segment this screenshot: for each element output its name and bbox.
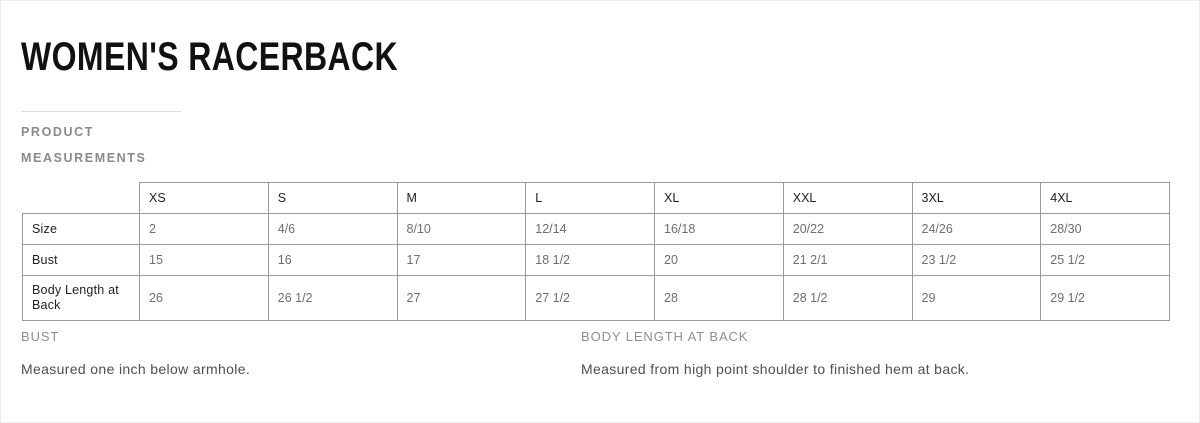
cell-bust-m: 17 (396, 244, 527, 276)
column-header-3xl: 3XL (911, 182, 1042, 214)
cell-length-xs: 26 (139, 275, 269, 321)
table-body: Size 2 4/6 8/10 12/14 16/18 20/22 24/26 … (22, 213, 1170, 321)
cell-size-3xl: 24/26 (911, 213, 1042, 245)
cell-length-3xl: 29 (911, 275, 1042, 321)
cell-length-s: 26 1/2 (267, 275, 398, 321)
column-header-s: S (267, 182, 398, 214)
measurements-table: XS S M L XL XXL 3XL 4XL Size 2 4/6 8/10 … (22, 182, 1170, 321)
column-header-m: M (396, 182, 527, 214)
table-row-size: Size 2 4/6 8/10 12/14 16/18 20/22 24/26 … (22, 213, 1170, 245)
cell-size-s: 4/6 (267, 213, 398, 245)
column-header-xxl: XXL (782, 182, 913, 214)
title-divider (21, 111, 181, 112)
note-bust: BUST Measured one inch below armhole. (21, 329, 250, 377)
row-label-bust: Bust (22, 244, 140, 276)
page-title: WOMEN'S RACERBACK (21, 35, 399, 79)
table-header: XS S M L XL XXL 3XL 4XL (22, 182, 1170, 214)
cell-size-l: 12/14 (525, 213, 655, 245)
cell-bust-xl: 20 (654, 244, 784, 276)
column-header-xs: XS (139, 182, 269, 214)
note-body-length-body: Measured from high point shoulder to fin… (581, 361, 970, 377)
cell-size-xl: 16/18 (654, 213, 784, 245)
column-header-xl: XL (654, 182, 784, 214)
note-bust-body: Measured one inch below armhole. (21, 361, 251, 377)
row-label-body-length: Body Length at Back (22, 275, 140, 321)
row-label-size: Size (22, 213, 140, 245)
cell-length-l: 27 1/2 (525, 275, 655, 321)
column-header-l: L (525, 182, 655, 214)
cell-bust-3xl: 23 1/2 (911, 244, 1042, 276)
table-row-bust: Bust 15 16 17 18 1/2 20 21 2/1 23 1/2 25… (22, 244, 1170, 276)
cell-bust-xxl: 21 2/1 (782, 244, 913, 276)
section-label-line-2: MEASUREMENTS (21, 151, 147, 165)
cell-size-m: 8/10 (396, 213, 527, 245)
cell-length-xxl: 28 1/2 (782, 275, 913, 321)
table-corner-cell (22, 182, 140, 214)
cell-length-xl: 28 (654, 275, 784, 321)
cell-size-4xl: 28/30 (1040, 213, 1170, 245)
cell-length-m: 27 (396, 275, 527, 321)
cell-bust-xs: 15 (139, 244, 269, 276)
note-body-length: BODY LENGTH AT BACK Measured from high p… (581, 329, 969, 377)
cell-bust-s: 16 (267, 244, 398, 276)
cell-size-xs: 2 (139, 213, 269, 245)
section-label-line-1: PRODUCT (21, 125, 95, 139)
column-header-4xl: 4XL (1040, 182, 1170, 214)
cell-length-4xl: 29 1/2 (1040, 275, 1170, 321)
note-bust-title: BUST (21, 329, 60, 344)
cell-bust-4xl: 25 1/2 (1040, 244, 1170, 276)
cell-size-xxl: 20/22 (782, 213, 913, 245)
section-label: PRODUCT MEASUREMENTS (21, 119, 146, 171)
cell-bust-l: 18 1/2 (525, 244, 655, 276)
table-row-body-length: Body Length at Back 26 26 1/2 27 27 1/2 … (22, 275, 1170, 321)
table-header-row: XS S M L XL XXL 3XL 4XL (22, 182, 1170, 214)
note-body-length-title: BODY LENGTH AT BACK (581, 329, 749, 344)
